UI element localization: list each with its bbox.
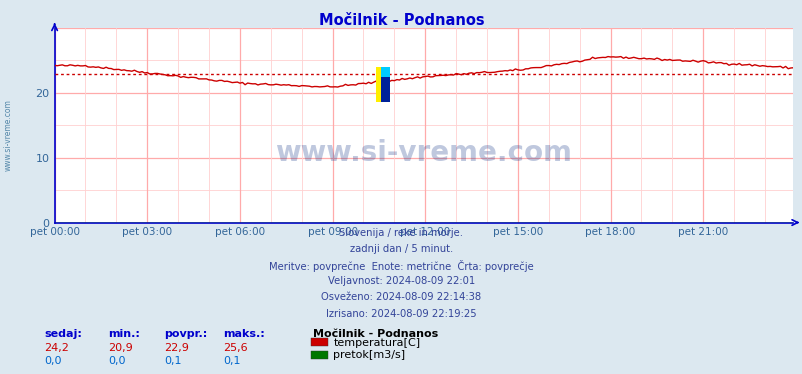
Text: 25,6: 25,6 [223,343,248,353]
Text: Veljavnost: 2024-08-09 22:01: Veljavnost: 2024-08-09 22:01 [327,276,475,286]
Text: 0,0: 0,0 [44,356,62,366]
Text: pretok[m3/s]: pretok[m3/s] [333,350,405,360]
FancyBboxPatch shape [380,67,389,92]
Text: 24,2: 24,2 [44,343,69,353]
Text: 0,1: 0,1 [164,356,182,366]
Text: sedaj:: sedaj: [44,329,82,339]
Text: Močilnik - Podnanos: Močilnik - Podnanos [318,13,484,28]
Text: Osveženo: 2024-08-09 22:14:38: Osveženo: 2024-08-09 22:14:38 [321,292,481,303]
Text: povpr.:: povpr.: [164,329,208,339]
Text: 20,9: 20,9 [108,343,133,353]
Text: Močilnik - Podnanos: Močilnik - Podnanos [313,329,438,339]
Text: temperatura[C]: temperatura[C] [333,338,419,347]
Text: Izrisano: 2024-08-09 22:19:25: Izrisano: 2024-08-09 22:19:25 [326,309,476,319]
Text: maks.:: maks.: [223,329,265,339]
Text: 0,1: 0,1 [223,356,241,366]
Text: min.:: min.: [108,329,140,339]
Text: www.si-vreme.com: www.si-vreme.com [275,138,572,166]
Text: Slovenija / reke in morje.: Slovenija / reke in morje. [339,228,463,238]
Text: Meritve: povprečne  Enote: metrične  Črta: povprečje: Meritve: povprečne Enote: metrične Črta:… [269,260,533,272]
Text: zadnji dan / 5 minut.: zadnji dan / 5 minut. [350,244,452,254]
Text: 22,9: 22,9 [164,343,189,353]
FancyBboxPatch shape [380,77,389,102]
FancyBboxPatch shape [375,67,385,102]
Text: 0,0: 0,0 [108,356,126,366]
Text: www.si-vreme.com: www.si-vreme.com [3,99,13,171]
